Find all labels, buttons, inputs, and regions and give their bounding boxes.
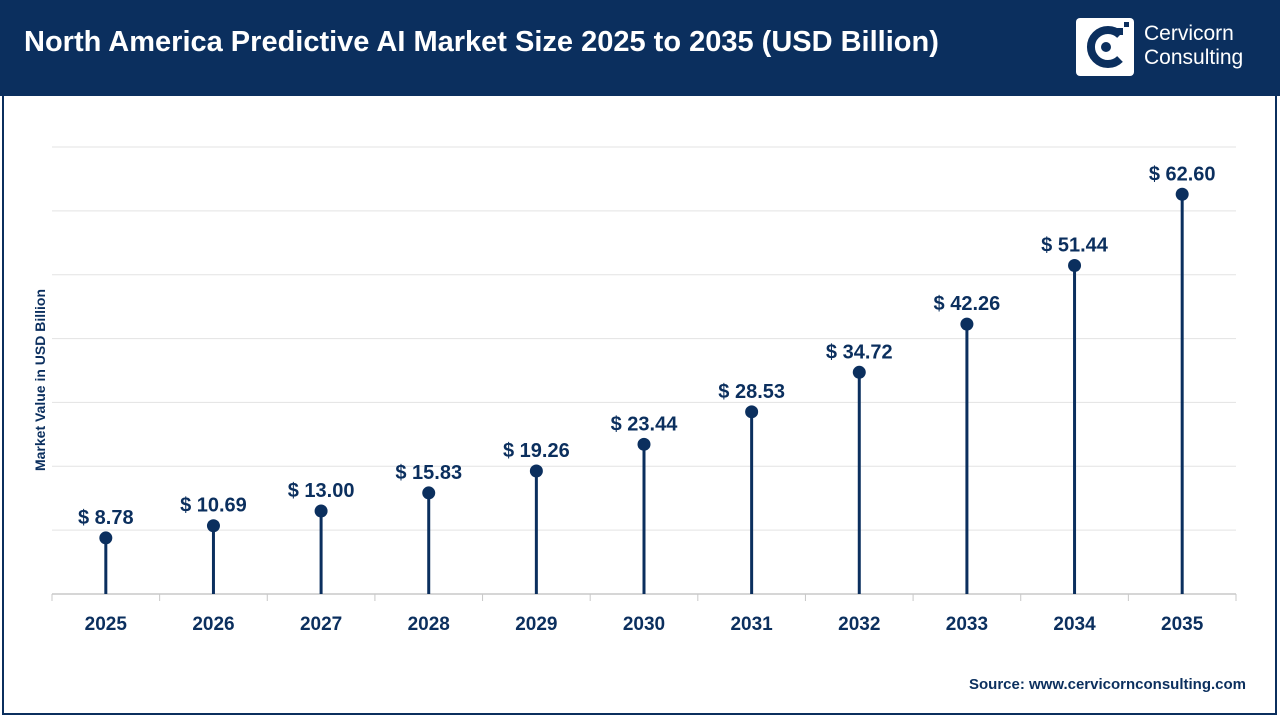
logo-text: Cervicorn Consulting [1144,22,1243,70]
data-label: $ 19.26 [503,440,570,462]
data-label: $ 28.53 [718,381,785,403]
data-point [529,464,543,478]
data-point [852,365,866,379]
logo-line-1: Cervicorn [1144,22,1234,45]
data-point [206,519,220,533]
data-point [314,504,328,518]
x-tick-label: 2026 [192,614,234,635]
x-tick-label: 2034 [1053,614,1096,635]
logo-icon [1076,18,1134,76]
x-tick-label: 2033 [946,614,988,635]
chart-frame [2,96,1277,715]
x-tick-label: 2025 [85,614,128,635]
data-label: $ 23.44 [611,413,679,435]
header-bar: North America Predictive AI Market Size … [0,0,1280,96]
data-point [637,437,651,451]
x-tick-label: 2031 [730,614,773,635]
x-tick-label: 2035 [1161,614,1204,635]
data-label: $ 8.78 [78,507,134,529]
data-label: $ 51.44 [1041,235,1109,257]
data-point [745,405,759,419]
data-label: $ 42.26 [934,293,1001,315]
x-tick-label: 2027 [300,614,342,635]
y-axis-label: Market Value in USD Billion [32,288,48,472]
data-label: $ 15.83 [395,462,462,484]
data-label: $ 10.69 [180,495,247,517]
data-point [1068,259,1082,273]
data-point [1175,187,1189,201]
company-logo: Cervicorn Consulting [1076,18,1266,76]
x-tick-label: 2030 [623,614,665,635]
x-tick-label: 2029 [515,614,557,635]
data-point [960,317,974,331]
logo-line-2: Consulting [1144,46,1244,69]
source-note: Source: www.cervicornconsulting.com [968,676,1246,693]
data-label: $ 34.72 [826,341,893,363]
data-point [422,486,436,500]
x-tick-label: 2032 [838,614,880,635]
data-point [99,531,113,545]
x-tick-label: 2028 [408,614,450,635]
page-title: North America Predictive AI Market Size … [24,26,939,58]
data-label: $ 62.60 [1149,163,1216,185]
data-label: $ 13.00 [288,480,355,502]
